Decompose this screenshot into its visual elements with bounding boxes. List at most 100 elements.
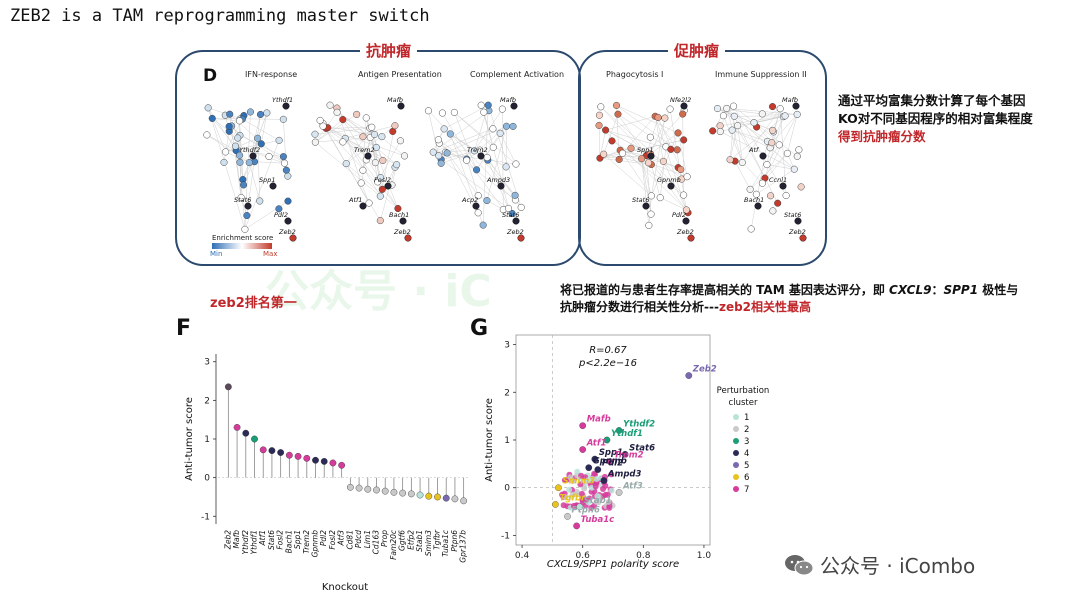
f-x-tick-label: Smim3 [424, 530, 433, 556]
network-edge [787, 114, 798, 154]
network-gene-label: Pdl2 [672, 211, 686, 219]
network-gene-label: Acp2 [461, 196, 478, 204]
network-node [326, 101, 334, 109]
g-point [579, 496, 586, 503]
network-edge [244, 200, 289, 230]
network-node [333, 108, 341, 116]
wechat-icon [784, 553, 814, 577]
network-gene-node [359, 202, 367, 210]
g-labeled-point [555, 484, 562, 492]
g-point [593, 498, 600, 505]
network-gene-label: Mafb [782, 96, 798, 104]
network-node [730, 112, 738, 120]
network-gene-node [477, 152, 485, 160]
network-node [245, 159, 253, 167]
network-node [645, 221, 653, 229]
enrichment-gradient [212, 243, 272, 249]
network-node [752, 190, 760, 198]
network-node [489, 125, 497, 133]
network-node [734, 122, 742, 130]
g-legend-swatch [733, 438, 739, 444]
g-labeled-point [606, 458, 614, 465]
g-point [578, 472, 585, 479]
network-edge [648, 195, 652, 226]
network-edge [726, 108, 743, 163]
network-gene-node [667, 182, 675, 190]
g-labeled-point [603, 436, 611, 444]
network-edge [651, 164, 661, 198]
network-edge [654, 116, 678, 150]
f-point [460, 497, 468, 505]
network-node [517, 203, 525, 211]
g-legend-title-2: cluster [729, 398, 758, 408]
g-point-label: Tgfbr [559, 493, 586, 503]
f-x-tick-label: Tuba1c [441, 529, 450, 557]
f-x-tick-label: Cd163 [372, 530, 381, 555]
g-legend-swatch [733, 474, 739, 480]
network-node [723, 104, 731, 112]
network-gene-node [779, 182, 787, 190]
network-node [376, 192, 384, 200]
network-node [311, 138, 319, 146]
network-node [597, 103, 605, 111]
g-point [581, 485, 588, 492]
pro-tumor-label: 促肿瘤 [668, 40, 726, 61]
network-node [316, 116, 324, 124]
g-point [605, 498, 612, 505]
network-edge [454, 112, 494, 148]
g-point-label: Mafb [587, 415, 611, 425]
g-point [559, 491, 566, 498]
network-edge [733, 105, 798, 157]
network-gene-label: Mafb [387, 96, 403, 104]
network-gene-label: Ampd3 [486, 176, 510, 184]
network-gene-label: Bach1 [744, 196, 764, 204]
network-edge [753, 108, 781, 123]
f-point [399, 489, 407, 497]
network-node [435, 152, 443, 160]
network-gene-node [249, 152, 257, 160]
g-legend-swatch [733, 426, 739, 432]
f-x-tick-label: Atf3 [337, 530, 346, 547]
f-y-tick-label: -1 [201, 512, 210, 522]
g-point-label: Gpnmb [593, 457, 627, 467]
network-node [713, 104, 722, 113]
f-point [294, 452, 302, 460]
network-node [284, 172, 292, 180]
mid-annotation-1b: CXCL9 [889, 283, 932, 297]
network-node [279, 153, 287, 161]
f-y-tick-label: 0 [204, 474, 210, 484]
network-node [677, 165, 685, 174]
network-node [446, 130, 454, 138]
network-edge [235, 145, 285, 164]
mid-annotation: 将已报道的与患者生存率提高相关的 TAM 基因表达评分，即 CXCL9：SPP1… [560, 282, 1075, 316]
network-node [368, 123, 376, 131]
network-edge [206, 134, 237, 151]
f-x-tick-label: Stat6 [267, 530, 276, 550]
g-point-label: Tuba1c [581, 515, 615, 525]
network-node [357, 179, 365, 187]
f-x-tick-label: Fam20c [389, 529, 398, 560]
network-node [726, 156, 734, 164]
network-node [372, 143, 380, 151]
network-edge [717, 108, 773, 131]
network-edge [474, 108, 503, 151]
network-edge [442, 112, 477, 170]
network-node [498, 105, 506, 113]
network-node [236, 158, 244, 166]
network-edge [342, 119, 364, 137]
g-labeled-point [685, 372, 693, 379]
g-point-label: Ythdf2 [623, 419, 655, 429]
f-point [251, 435, 258, 443]
network-node [750, 119, 758, 127]
network-node [769, 126, 777, 134]
enrichment-legend-title: Enrichment score [212, 234, 274, 242]
g-point [574, 468, 581, 475]
network-edge [314, 127, 370, 135]
g-point [600, 486, 607, 493]
network-node [673, 146, 681, 154]
g-point-label: Pdl2 [602, 459, 623, 469]
network-node [602, 126, 610, 134]
network-node [666, 105, 674, 113]
g-point [604, 491, 611, 498]
